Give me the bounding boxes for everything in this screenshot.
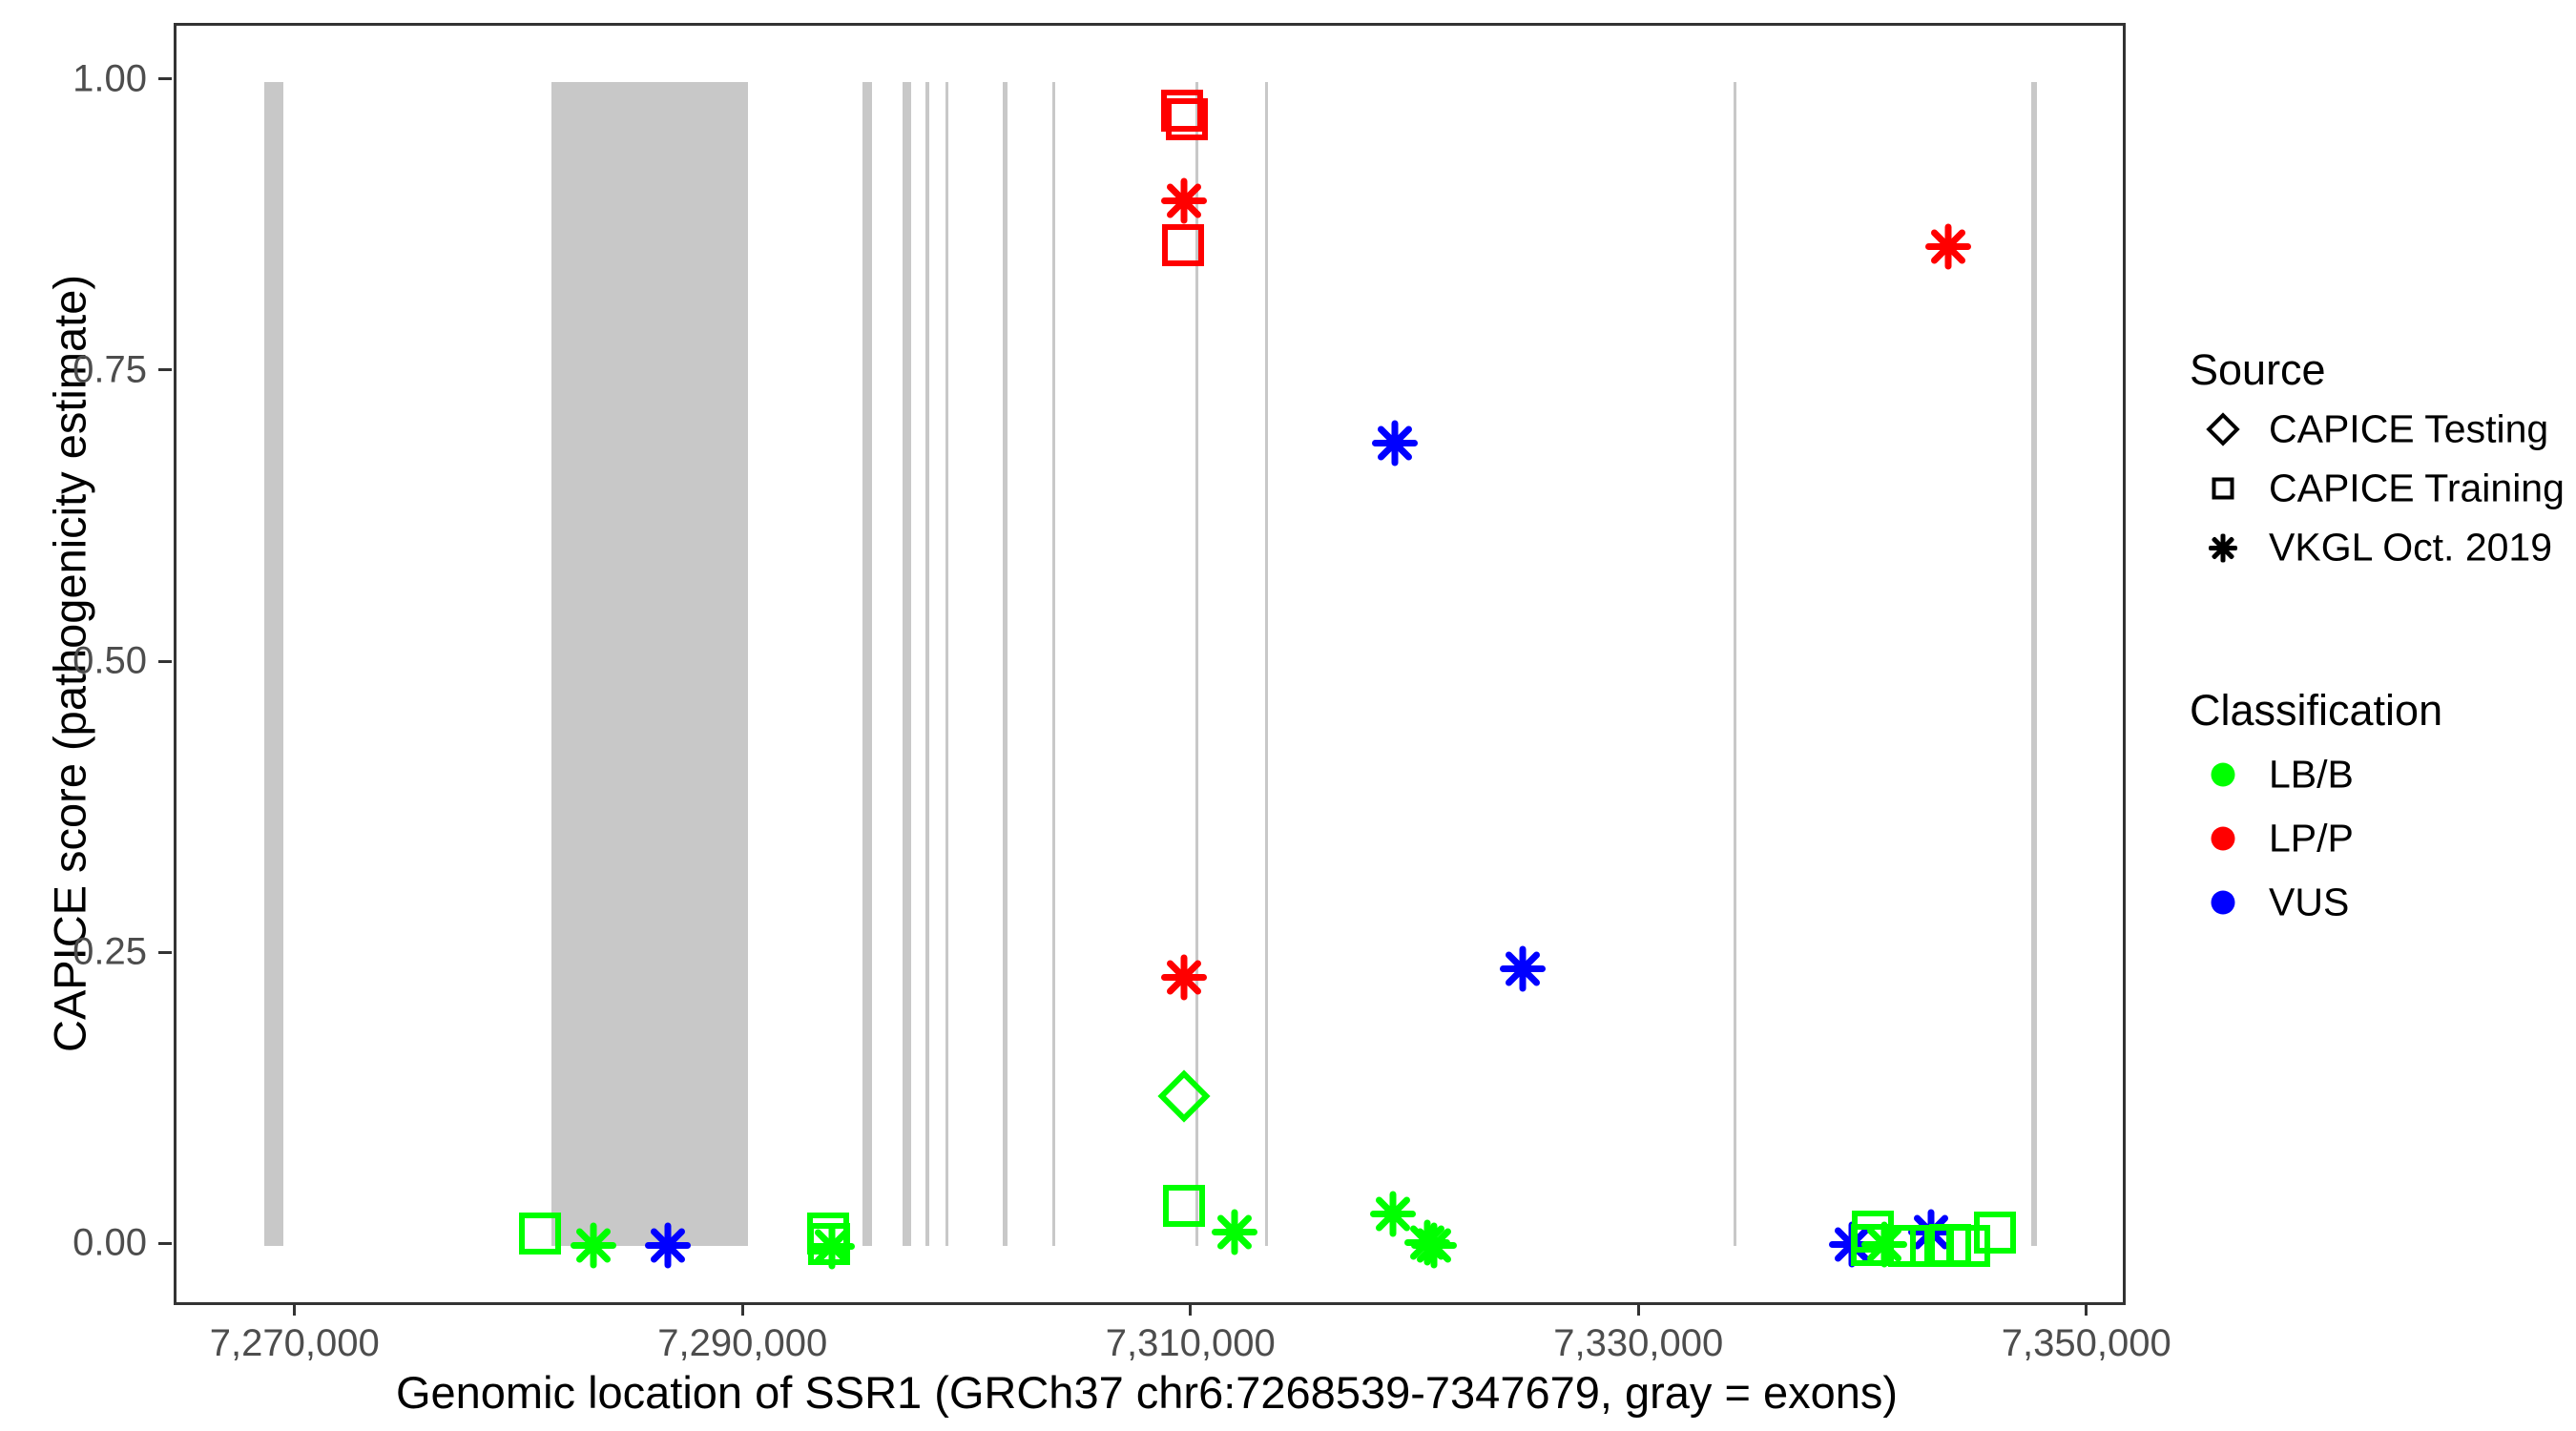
exon-band <box>1734 81 1737 1247</box>
exon-band <box>903 81 911 1247</box>
data-point-diamond <box>1157 1069 1211 1123</box>
exon-band <box>2030 81 2038 1247</box>
data-point-asterisk <box>1411 1222 1458 1269</box>
color-dot-icon <box>2211 826 2235 851</box>
data-point-asterisk <box>1499 945 1546 992</box>
x-tick-label: 7,310,000 <box>1105 1322 1276 1364</box>
exon-band <box>925 81 929 1247</box>
data-point-asterisk <box>1161 177 1208 224</box>
data-point-square <box>1974 1211 2017 1254</box>
legend-source-title: Source <box>2190 345 2326 394</box>
exon-band <box>862 81 873 1247</box>
y-tick-mark <box>158 950 172 954</box>
plot-panel <box>174 23 2126 1305</box>
exon-band <box>264 81 283 1247</box>
legend-classification-title: Classification <box>2190 686 2443 735</box>
data-point-asterisk <box>1924 223 1971 270</box>
data-point-asterisk <box>1369 1191 1416 1237</box>
data-point-asterisk <box>1372 420 1419 467</box>
y-tick-mark <box>158 1241 172 1245</box>
data-point-square <box>1163 1184 1206 1227</box>
data-point-square <box>1887 1225 1930 1268</box>
exon-band <box>1195 81 1198 1247</box>
data-point-square <box>1161 90 1204 133</box>
square-icon <box>2212 477 2234 500</box>
y-tick-mark <box>158 659 172 663</box>
asterisk-icon <box>2209 533 2237 563</box>
data-point-asterisk <box>1212 1209 1258 1255</box>
x-tick-mark <box>1189 1302 1193 1316</box>
exon-band <box>1264 81 1268 1247</box>
data-point-square <box>519 1212 562 1255</box>
x-tick-label: 7,270,000 <box>209 1322 380 1364</box>
data-point-square <box>1162 223 1205 266</box>
legend-item-label: LP/P <box>2269 816 2354 861</box>
x-tick-mark <box>1636 1302 1640 1316</box>
legend-item-label: VUS <box>2269 880 2350 924</box>
exon-band <box>1003 81 1008 1247</box>
x-tick-label: 7,330,000 <box>1553 1322 1724 1364</box>
x-tick-label: 7,290,000 <box>657 1322 828 1364</box>
legend-item-label: CAPICE Testing <box>2269 406 2549 451</box>
x-axis-title: Genomic location of SSR1 (GRCh37 chr6:72… <box>395 1367 1899 1418</box>
x-tick-label: 7,350,000 <box>2001 1322 2171 1364</box>
data-point-square <box>1948 1225 1991 1268</box>
data-point-asterisk <box>1860 1221 1907 1268</box>
data-point-asterisk <box>1161 954 1208 1001</box>
legend-item-label: LB/B <box>2269 752 2354 797</box>
legend-item-label: CAPICE Training <box>2269 466 2565 510</box>
diamond-icon <box>2206 412 2240 446</box>
y-tick-label: 0.75 <box>73 348 147 391</box>
data-point-asterisk <box>808 1223 855 1270</box>
y-tick-label: 0.25 <box>73 930 147 973</box>
x-tick-mark <box>740 1302 744 1316</box>
data-point-asterisk <box>570 1222 616 1269</box>
exon-band <box>551 81 749 1247</box>
y-tick-label: 1.00 <box>73 57 147 100</box>
data-point-square <box>1165 97 1208 140</box>
legend-item-label: VKGL Oct. 2019 <box>2269 525 2553 570</box>
color-dot-icon <box>2211 890 2235 915</box>
y-tick-label: 0.50 <box>73 639 147 682</box>
x-tick-mark <box>293 1302 297 1316</box>
y-tick-mark <box>158 368 172 372</box>
exon-band <box>1051 81 1055 1247</box>
y-tick-label: 0.00 <box>73 1221 147 1264</box>
x-tick-mark <box>2085 1302 2088 1316</box>
data-point-asterisk <box>645 1222 692 1269</box>
exon-band <box>945 81 948 1247</box>
color-dot-icon <box>2211 762 2235 787</box>
y-tick-mark <box>158 77 172 81</box>
